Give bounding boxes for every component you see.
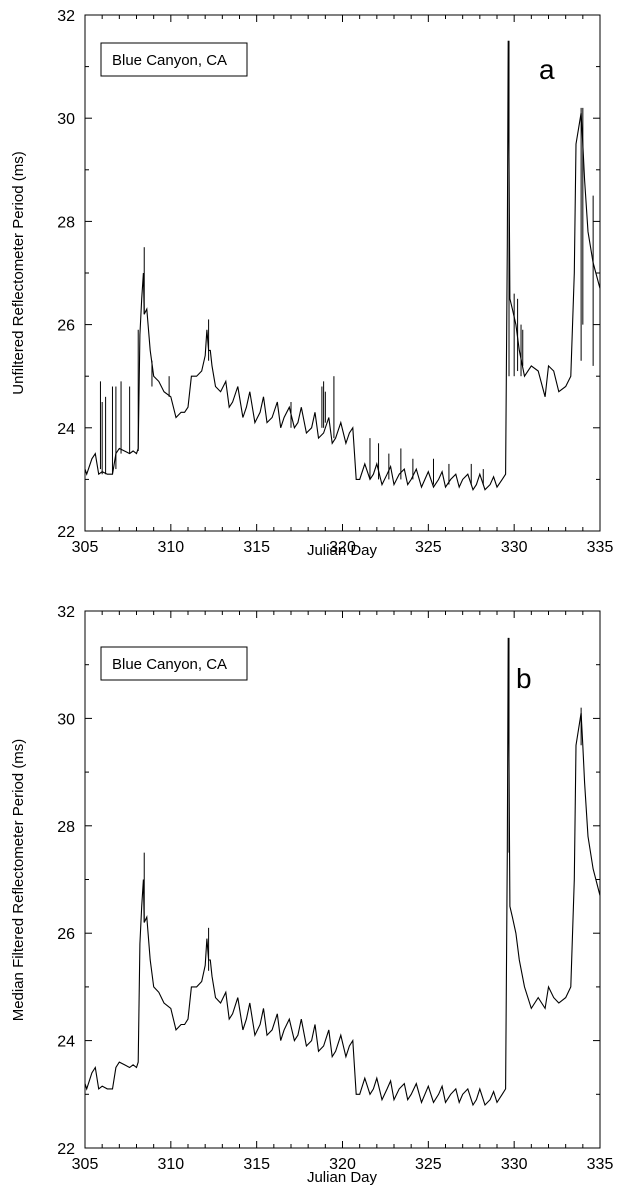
y-tick-label: 30	[57, 111, 75, 128]
series-line	[84, 40, 601, 491]
x-axis-title: Julian Day	[307, 1169, 378, 1186]
legend-box	[100, 646, 248, 681]
x-tick-label: 325	[415, 1156, 442, 1173]
legend-text: Blue Canyon, CA	[112, 52, 227, 69]
series-group	[84, 40, 601, 491]
x-axis-tick-labels: 305 310 315 320 325 330 335	[72, 539, 614, 556]
x-axis-tick-labels: 305 310 315 320 325 330 335	[72, 1156, 614, 1173]
y-tick-label: 28	[57, 819, 75, 836]
y-axis-title: Median Filtered Reflectometer Period (ms…	[10, 739, 27, 1022]
x-tick-label: 330	[501, 1156, 528, 1173]
x-tick-label: 320	[329, 539, 356, 556]
x-axis-ticks	[84, 15, 601, 531]
x-tick-label: 305	[72, 1156, 99, 1173]
x-tick-label: 335	[587, 539, 614, 556]
y-tick-label: 26	[57, 318, 75, 335]
y-axis-ticks	[85, 14, 600, 532]
panel-label: a	[539, 54, 555, 85]
x-axis-title: Julian Day	[307, 542, 378, 559]
x-tick-label: 315	[243, 1156, 270, 1173]
y-tick-label: 32	[57, 604, 75, 621]
y-tick-label: 24	[57, 1034, 75, 1051]
y-tick-label: 24	[57, 421, 75, 438]
x-tick-label: 310	[157, 539, 184, 556]
y-tick-label: 32	[57, 8, 75, 25]
y-axis-title: Unfiltered Reflectometer Period (ms)	[10, 151, 27, 394]
x-tick-label: 320	[329, 1156, 356, 1173]
y-axis-tick-labels: 22 24 26 28 30 32	[57, 604, 75, 1158]
x-tick-label: 330	[501, 539, 528, 556]
x-tick-label: 315	[243, 539, 270, 556]
legend-box	[100, 42, 248, 77]
y-axis-ticks	[85, 610, 600, 1149]
y-tick-label: 22	[57, 1141, 75, 1158]
y-axis-tick-labels: 22 24 26 28 30 32	[57, 8, 75, 541]
y-tick-label: 22	[57, 524, 75, 541]
chart-panel-a: 22 24 26 28 30 32 305 310 315 320 325 330 335 Blue …	[10, 8, 613, 559]
panel-label: b	[516, 663, 532, 694]
series-group	[84, 637, 601, 1107]
x-tick-label: 335	[587, 1156, 614, 1173]
y-tick-label: 30	[57, 711, 75, 728]
y-tick-label: 28	[57, 214, 75, 231]
x-tick-label: 325	[415, 539, 442, 556]
chart-panel-b: 22 24 26 28 30 32 305 310 315 320 325 330 335 Blue …	[10, 604, 613, 1186]
legend-text: Blue Canyon, CA	[112, 656, 227, 673]
x-tick-label: 305	[72, 539, 99, 556]
plot-frame	[84, 14, 601, 532]
x-axis-ticks	[84, 611, 601, 1148]
x-tick-label: 310	[157, 1156, 184, 1173]
series-line	[84, 637, 601, 1107]
y-tick-label: 26	[57, 926, 75, 943]
